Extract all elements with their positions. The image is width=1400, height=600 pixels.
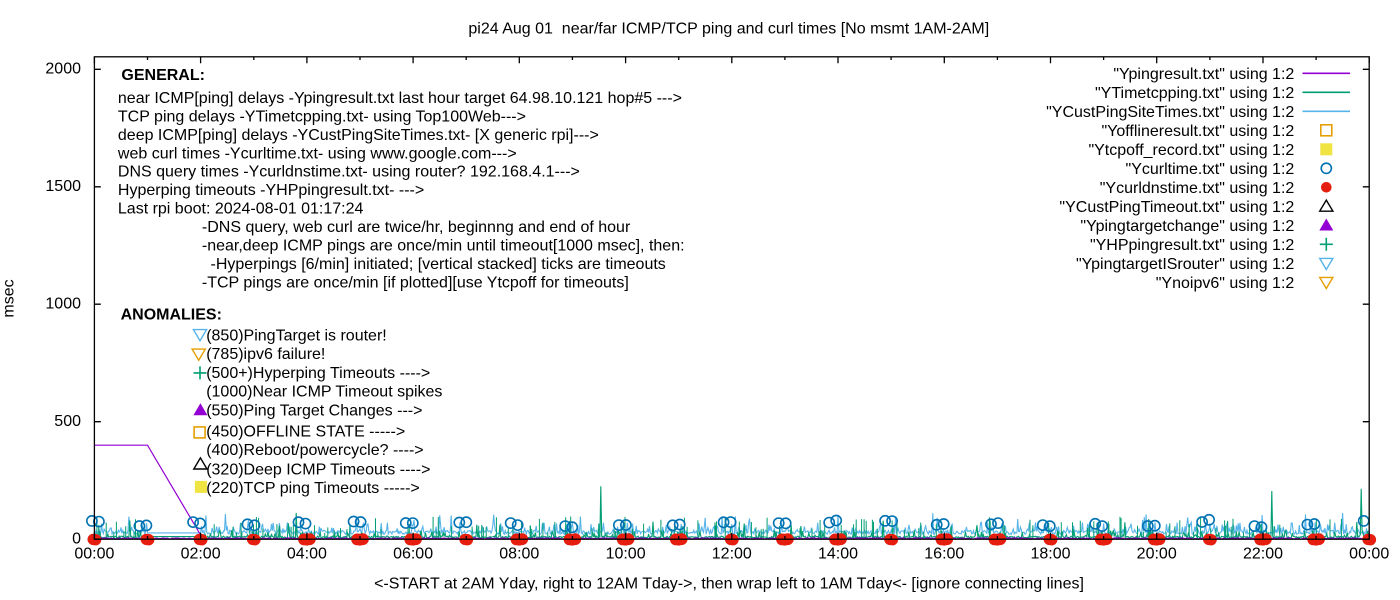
- svg-text:10:00: 10:00: [606, 545, 646, 562]
- svg-text:"YCustPingTimeout.txt" using 1: "YCustPingTimeout.txt" using 1:2: [1059, 199, 1294, 216]
- svg-text:2000: 2000: [45, 61, 81, 78]
- svg-text:near ICMP[ping] delays -Ypingr: near ICMP[ping] delays -Ypingresult.txt …: [118, 90, 682, 107]
- svg-text:"Ytcpoff_record.txt" using 1:2: "Ytcpoff_record.txt" using 1:2: [1088, 142, 1294, 159]
- svg-text:"Ynoipv6" using 1:2: "Ynoipv6" using 1:2: [1156, 275, 1295, 292]
- svg-text:(400)Reboot/powercycle? ---->: (400)Reboot/powercycle? ---->: [206, 442, 423, 459]
- svg-text:(320)Deep ICMP Timeouts ---->: (320)Deep ICMP Timeouts ---->: [206, 461, 430, 478]
- svg-text:(220)TCP ping Timeouts ----->: (220)TCP ping Timeouts ----->: [206, 480, 420, 497]
- svg-text:msec: msec: [1, 279, 18, 317]
- svg-text:"Yofflineresult.txt" using 1:2: "Yofflineresult.txt" using 1:2: [1101, 123, 1294, 140]
- svg-text:(1000)Near ICMP Timeout spikes: (1000)Near ICMP Timeout spikes: [206, 383, 442, 400]
- svg-text:0: 0: [72, 530, 81, 547]
- svg-text:"YHPpingresult.txt" using 1:2: "YHPpingresult.txt" using 1:2: [1090, 237, 1294, 254]
- svg-text:-Hyperpings [6/min] initiated;: -Hyperpings [6/min] initiated; [vertical…: [211, 256, 666, 273]
- svg-text:"Ycurltime.txt" using 1:2: "Ycurltime.txt" using 1:2: [1126, 161, 1295, 178]
- svg-text:-near,deep ICMP pings are once: -near,deep ICMP pings are once/min until…: [202, 238, 685, 255]
- svg-text:12:00: 12:00: [712, 545, 752, 562]
- svg-text:-TCP pings are once/min [if pl: -TCP pings are once/min [if plotted][use…: [202, 274, 629, 291]
- svg-text:"Ypingresult.txt" using 1:2: "Ypingresult.txt" using 1:2: [1113, 66, 1294, 83]
- svg-text:deep ICMP[ping] delays -YCustP: deep ICMP[ping] delays -YCustPingSiteTim…: [118, 127, 599, 144]
- svg-text:(785)ipv6 failure!: (785)ipv6 failure!: [206, 346, 325, 363]
- svg-text:08:00: 08:00: [499, 545, 539, 562]
- svg-text:TCP ping delays -YTimetcpping.: TCP ping delays -YTimetcpping.txt- using…: [118, 108, 526, 125]
- svg-text:(850)PingTarget is router!: (850)PingTarget is router!: [206, 328, 387, 345]
- svg-text:04:00: 04:00: [287, 545, 327, 562]
- svg-text:22:00: 22:00: [1243, 545, 1283, 562]
- svg-text:"Ycurldnstime.txt" using 1:2: "Ycurldnstime.txt" using 1:2: [1100, 180, 1295, 197]
- svg-text:"YpingtargetISrouter" using 1:: "YpingtargetISrouter" using 1:2: [1076, 256, 1294, 273]
- svg-text:"Ypingtargetchange" using 1:2: "Ypingtargetchange" using 1:2: [1080, 218, 1294, 235]
- svg-text:"YTimetcpping.txt" using 1:2: "YTimetcpping.txt" using 1:2: [1095, 85, 1294, 102]
- svg-text:pi24 Aug 01 near/far ICMP/TCP: pi24 Aug 01 near/far ICMP/TCP ping and c…: [468, 20, 989, 37]
- svg-text:18:00: 18:00: [1030, 545, 1070, 562]
- svg-text:00:00: 00:00: [1349, 545, 1389, 562]
- svg-text:(450)OFFLINE STATE ----->: (450)OFFLINE STATE ----->: [206, 423, 405, 440]
- svg-text:500: 500: [54, 413, 81, 430]
- svg-text:16:00: 16:00: [924, 545, 964, 562]
- svg-text:00:00: 00:00: [74, 545, 114, 562]
- svg-text:Last rpi boot: 2024-08-01 01:1: Last rpi boot: 2024-08-01 01:17:24: [118, 201, 364, 218]
- svg-text:<-START at 2AM Yday, right to: <-START at 2AM Yday, right to 12AM Tday-…: [374, 576, 1084, 593]
- svg-text:DNS query times -Ycurldnstime.: DNS query times -Ycurldnstime.txt- using…: [118, 164, 580, 181]
- svg-text:-DNS query, web curl are twice: -DNS query, web curl are twice/hr, begin…: [202, 219, 631, 236]
- svg-text:14:00: 14:00: [818, 545, 858, 562]
- svg-text:(500+)Hyperping Timeouts ---->: (500+)Hyperping Timeouts ---->: [206, 365, 430, 382]
- svg-text:Hyperping timeouts -YHPpingres: Hyperping timeouts -YHPpingresult.txt- -…: [118, 182, 424, 199]
- svg-text:02:00: 02:00: [181, 545, 221, 562]
- svg-text:web curl times -Ycurltime.txt-: web curl times -Ycurltime.txt- using www…: [117, 145, 517, 162]
- svg-text:06:00: 06:00: [393, 545, 433, 562]
- svg-text:"YCustPingSiteTimes.txt" using: "YCustPingSiteTimes.txt" using 1:2: [1046, 104, 1294, 121]
- svg-text:20:00: 20:00: [1137, 545, 1177, 562]
- svg-text:1500: 1500: [45, 178, 81, 195]
- svg-text:ANOMALIES:: ANOMALIES:: [121, 307, 222, 324]
- svg-text:GENERAL:: GENERAL:: [121, 67, 205, 84]
- svg-text:1000: 1000: [45, 295, 81, 312]
- svg-text:(550)Ping Target Changes --->: (550)Ping Target Changes --->: [206, 403, 422, 420]
